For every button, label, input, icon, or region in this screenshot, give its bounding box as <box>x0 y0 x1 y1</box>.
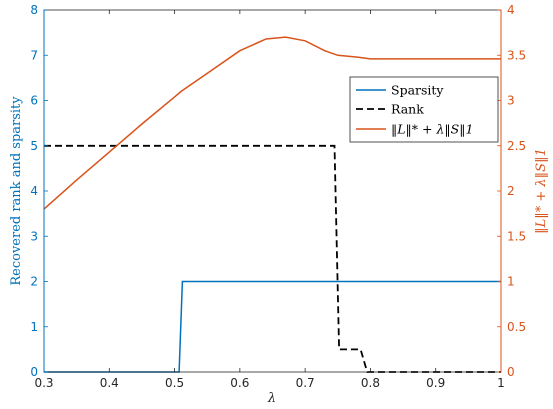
right-y-tick-label: 3 <box>507 94 515 108</box>
series-line-rank <box>44 144 501 373</box>
right-y-tick-label: 1.5 <box>507 229 526 243</box>
series-line-objective <box>43 36 501 210</box>
right-y-tick-label: 2 <box>507 184 515 198</box>
x-tick-label: 0.9 <box>426 376 445 390</box>
x-tick-label: 0.4 <box>100 376 119 390</box>
series-line-sparsity <box>44 280 501 373</box>
left-y-tick-label: 3 <box>30 229 38 243</box>
legend: Sparsity Rank ‖L‖* + λ‖S‖1 <box>349 76 499 143</box>
right-y-tick-label: 2.5 <box>507 139 526 153</box>
right-y-tick-label: 3.5 <box>507 48 526 62</box>
left-y-tick-label: 2 <box>30 275 38 289</box>
x-tick-label: 0.5 <box>165 376 184 390</box>
legend-label-sparsity: Sparsity <box>391 83 444 98</box>
left-y-axis: 0 1 2 3 4 5 6 7 8 <box>30 3 48 379</box>
left-y-tick-label: 6 <box>30 94 38 108</box>
right-y-tick-label: 4 <box>507 3 515 17</box>
x-axis: 0.3 0.4 0.5 0.6 0.7 0.8 0.9 1 <box>34 10 505 390</box>
left-y-tick-label: 8 <box>30 3 38 17</box>
x-tick-label: 0.3 <box>34 376 53 390</box>
right-y-tick-label: 1 <box>507 275 515 289</box>
right-y-tick-label: 0 <box>507 365 515 379</box>
legend-box <box>349 76 499 143</box>
right-y-tick-label: 0.5 <box>507 320 526 334</box>
left-y-tick-label: 4 <box>30 184 38 198</box>
left-y-axis-title: Recovered rank and sparsity <box>9 96 24 286</box>
left-y-tick-label: 1 <box>30 320 38 334</box>
x-tick-label: 0.8 <box>361 376 380 390</box>
plot-frame <box>43 9 502 373</box>
x-tick-label: 1 <box>497 376 505 390</box>
right-y-axis: 0 0.5 1 1.5 2 2.5 3 3.5 4 <box>497 3 526 379</box>
left-y-tick-label: 0 <box>30 365 38 379</box>
x-tick-label: 0.7 <box>296 376 315 390</box>
legend-label-objective: ‖L‖* + λ‖S‖1 <box>391 122 473 137</box>
right-y-axis-title: ‖L‖* + λ‖S‖1 <box>534 148 549 234</box>
x-axis-title: λ <box>267 391 276 406</box>
left-y-tick-label: 7 <box>30 48 38 62</box>
x-tick-label: 0.6 <box>230 376 249 390</box>
legend-label-rank: Rank <box>391 102 424 117</box>
left-y-tick-label: 5 <box>30 139 38 153</box>
